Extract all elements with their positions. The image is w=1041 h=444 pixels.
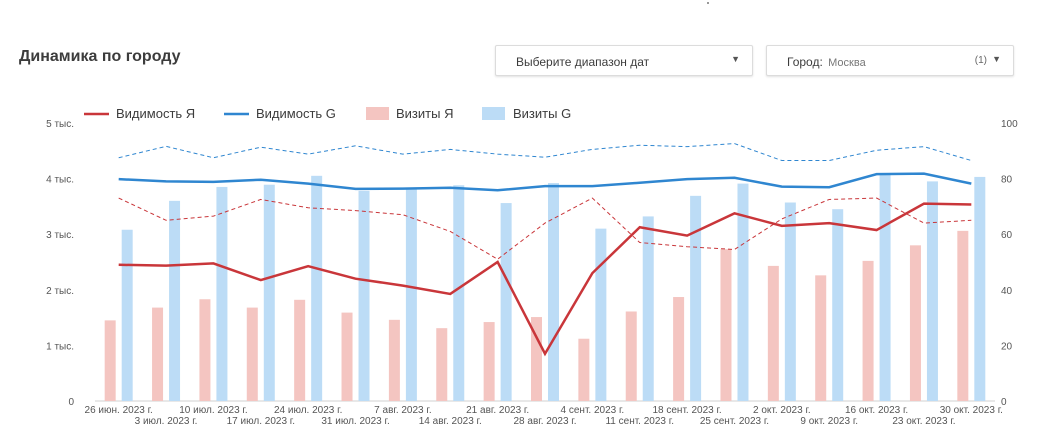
line-visibility-yandex	[118, 202, 972, 357]
bar-visits-google	[595, 228, 607, 401]
legend-bar-swatch	[366, 107, 389, 120]
city-filter-text: Город: Москва	[787, 55, 866, 69]
bar-visits-yandex	[578, 338, 590, 401]
right-axis-tick: 100	[1001, 119, 1018, 130]
bar-visits-google	[121, 229, 133, 401]
legend-label: Визиты G	[513, 106, 571, 121]
x-axis-tick: 17 июл. 2023 г.	[227, 416, 295, 427]
bar-visits-google	[690, 195, 702, 401]
bar-visits-google	[263, 184, 275, 401]
x-axis-tick: 2 окт. 2023 г.	[753, 405, 811, 416]
left-axis-tick: 0	[68, 397, 74, 408]
bar-visits-google	[500, 203, 512, 401]
bar-visits-yandex	[483, 322, 495, 401]
x-axis-tick: 14 авг. 2023 г.	[419, 416, 482, 427]
x-axis-tick: 28 авг. 2023 г.	[514, 416, 577, 427]
bar-visits-yandex	[673, 297, 685, 401]
bar-visits-yandex	[625, 311, 637, 401]
bar-visits-google	[453, 185, 465, 401]
stray-dot	[707, 2, 709, 4]
right-axis-tick: 0	[1001, 397, 1007, 408]
chart-title: Динамика по городу	[19, 48, 181, 65]
left-axis-tick: 5 тыс.	[46, 119, 74, 130]
bar-visits-google	[784, 202, 796, 401]
x-axis-tick: 16 окт. 2023 г.	[845, 405, 908, 416]
x-axis-tick: 31 июл. 2023 г.	[321, 416, 389, 427]
chevron-down-icon: ▼	[992, 54, 1001, 64]
reference-line-google	[118, 143, 972, 162]
reference-line-yandex	[118, 197, 972, 260]
bar-visits-yandex	[436, 328, 448, 401]
x-axis-tick: 18 сент. 2023 г.	[652, 405, 721, 416]
city-filter-value: Москва	[828, 57, 866, 69]
bar-visits-yandex	[531, 317, 542, 401]
bar-visits-yandex	[862, 260, 874, 401]
bar-visits-yandex	[909, 245, 921, 401]
bar-visits-yandex	[815, 275, 827, 401]
left-axis-tick: 4 тыс.	[46, 175, 74, 186]
legend-bar-swatch	[482, 107, 505, 120]
x-axis-tick: 10 июл. 2023 г.	[179, 405, 247, 416]
bar-visits-yandex	[388, 319, 400, 401]
left-axis-tick: 1 тыс.	[46, 341, 74, 352]
x-axis-tick: 11 сент. 2023 г.	[605, 416, 674, 427]
bar-visits-google	[926, 181, 938, 401]
bar-visits-google	[169, 200, 181, 401]
right-axis-tick: 80	[1001, 175, 1013, 186]
legend-label: Визиты Я	[396, 106, 453, 121]
date-range-dropdown[interactable]: Выберите диапазон дат ▼	[495, 45, 753, 76]
x-axis-tick: 23 окт. 2023 г.	[892, 416, 955, 427]
x-axis-tick: 26 июн. 2023 г.	[85, 405, 153, 416]
line-visibility-google	[118, 172, 972, 192]
right-axis-tick: 40	[1001, 286, 1013, 297]
bar-visits-yandex	[767, 265, 779, 401]
bar-visits-google	[358, 190, 370, 401]
bar-visits-google	[548, 183, 559, 401]
bar-visits-yandex	[104, 320, 116, 401]
city-selected-count: (1)	[974, 55, 987, 66]
bar-visits-yandex	[720, 249, 732, 401]
legend-label: Видимость Я	[116, 106, 195, 121]
x-axis-tick: 4 сент. 2023 г.	[561, 405, 625, 416]
bar-visits-yandex	[957, 230, 969, 401]
bar-visits-yandex	[294, 299, 306, 401]
chevron-down-icon: ▼	[731, 54, 740, 64]
bar-visits-google	[216, 186, 228, 401]
date-range-label: Выберите диапазон дат	[516, 55, 650, 69]
x-axis-tick: 24 июл. 2023 г.	[274, 405, 342, 416]
x-axis-tick: 7 авг. 2023 г.	[374, 405, 431, 416]
x-axis-tick: 25 сент. 2023 г.	[700, 416, 769, 427]
x-axis-tick: 21 авг. 2023 г.	[466, 405, 529, 416]
city-filter-label: Город:	[787, 55, 823, 69]
city-filter-dropdown[interactable]: Город: Москва (1) ▼	[766, 45, 1014, 76]
right-axis-tick: 20	[1001, 341, 1013, 352]
bar-visits-google	[832, 209, 844, 401]
legend-label: Видимость G	[256, 106, 336, 121]
bar-visits-google	[974, 176, 986, 401]
bar-visits-yandex	[341, 312, 353, 401]
right-axis-tick: 60	[1001, 230, 1013, 241]
bar-visits-google	[642, 216, 654, 401]
bar-visits-google	[879, 174, 891, 401]
x-axis-tick: 30 окт. 2023 г.	[940, 405, 1003, 416]
bar-visits-yandex	[199, 299, 211, 401]
left-axis-tick: 3 тыс.	[46, 230, 74, 241]
bar-visits-yandex	[246, 307, 258, 401]
bar-visits-google	[311, 175, 323, 401]
bar-visits-yandex	[152, 307, 164, 401]
bar-visits-google	[737, 183, 749, 401]
x-axis-tick: 3 июл. 2023 г.	[135, 416, 198, 427]
bar-visits-google	[405, 188, 417, 401]
x-axis-tick: 9 окт. 2023 г.	[800, 416, 858, 427]
left-axis-tick: 2 тыс.	[46, 286, 74, 297]
